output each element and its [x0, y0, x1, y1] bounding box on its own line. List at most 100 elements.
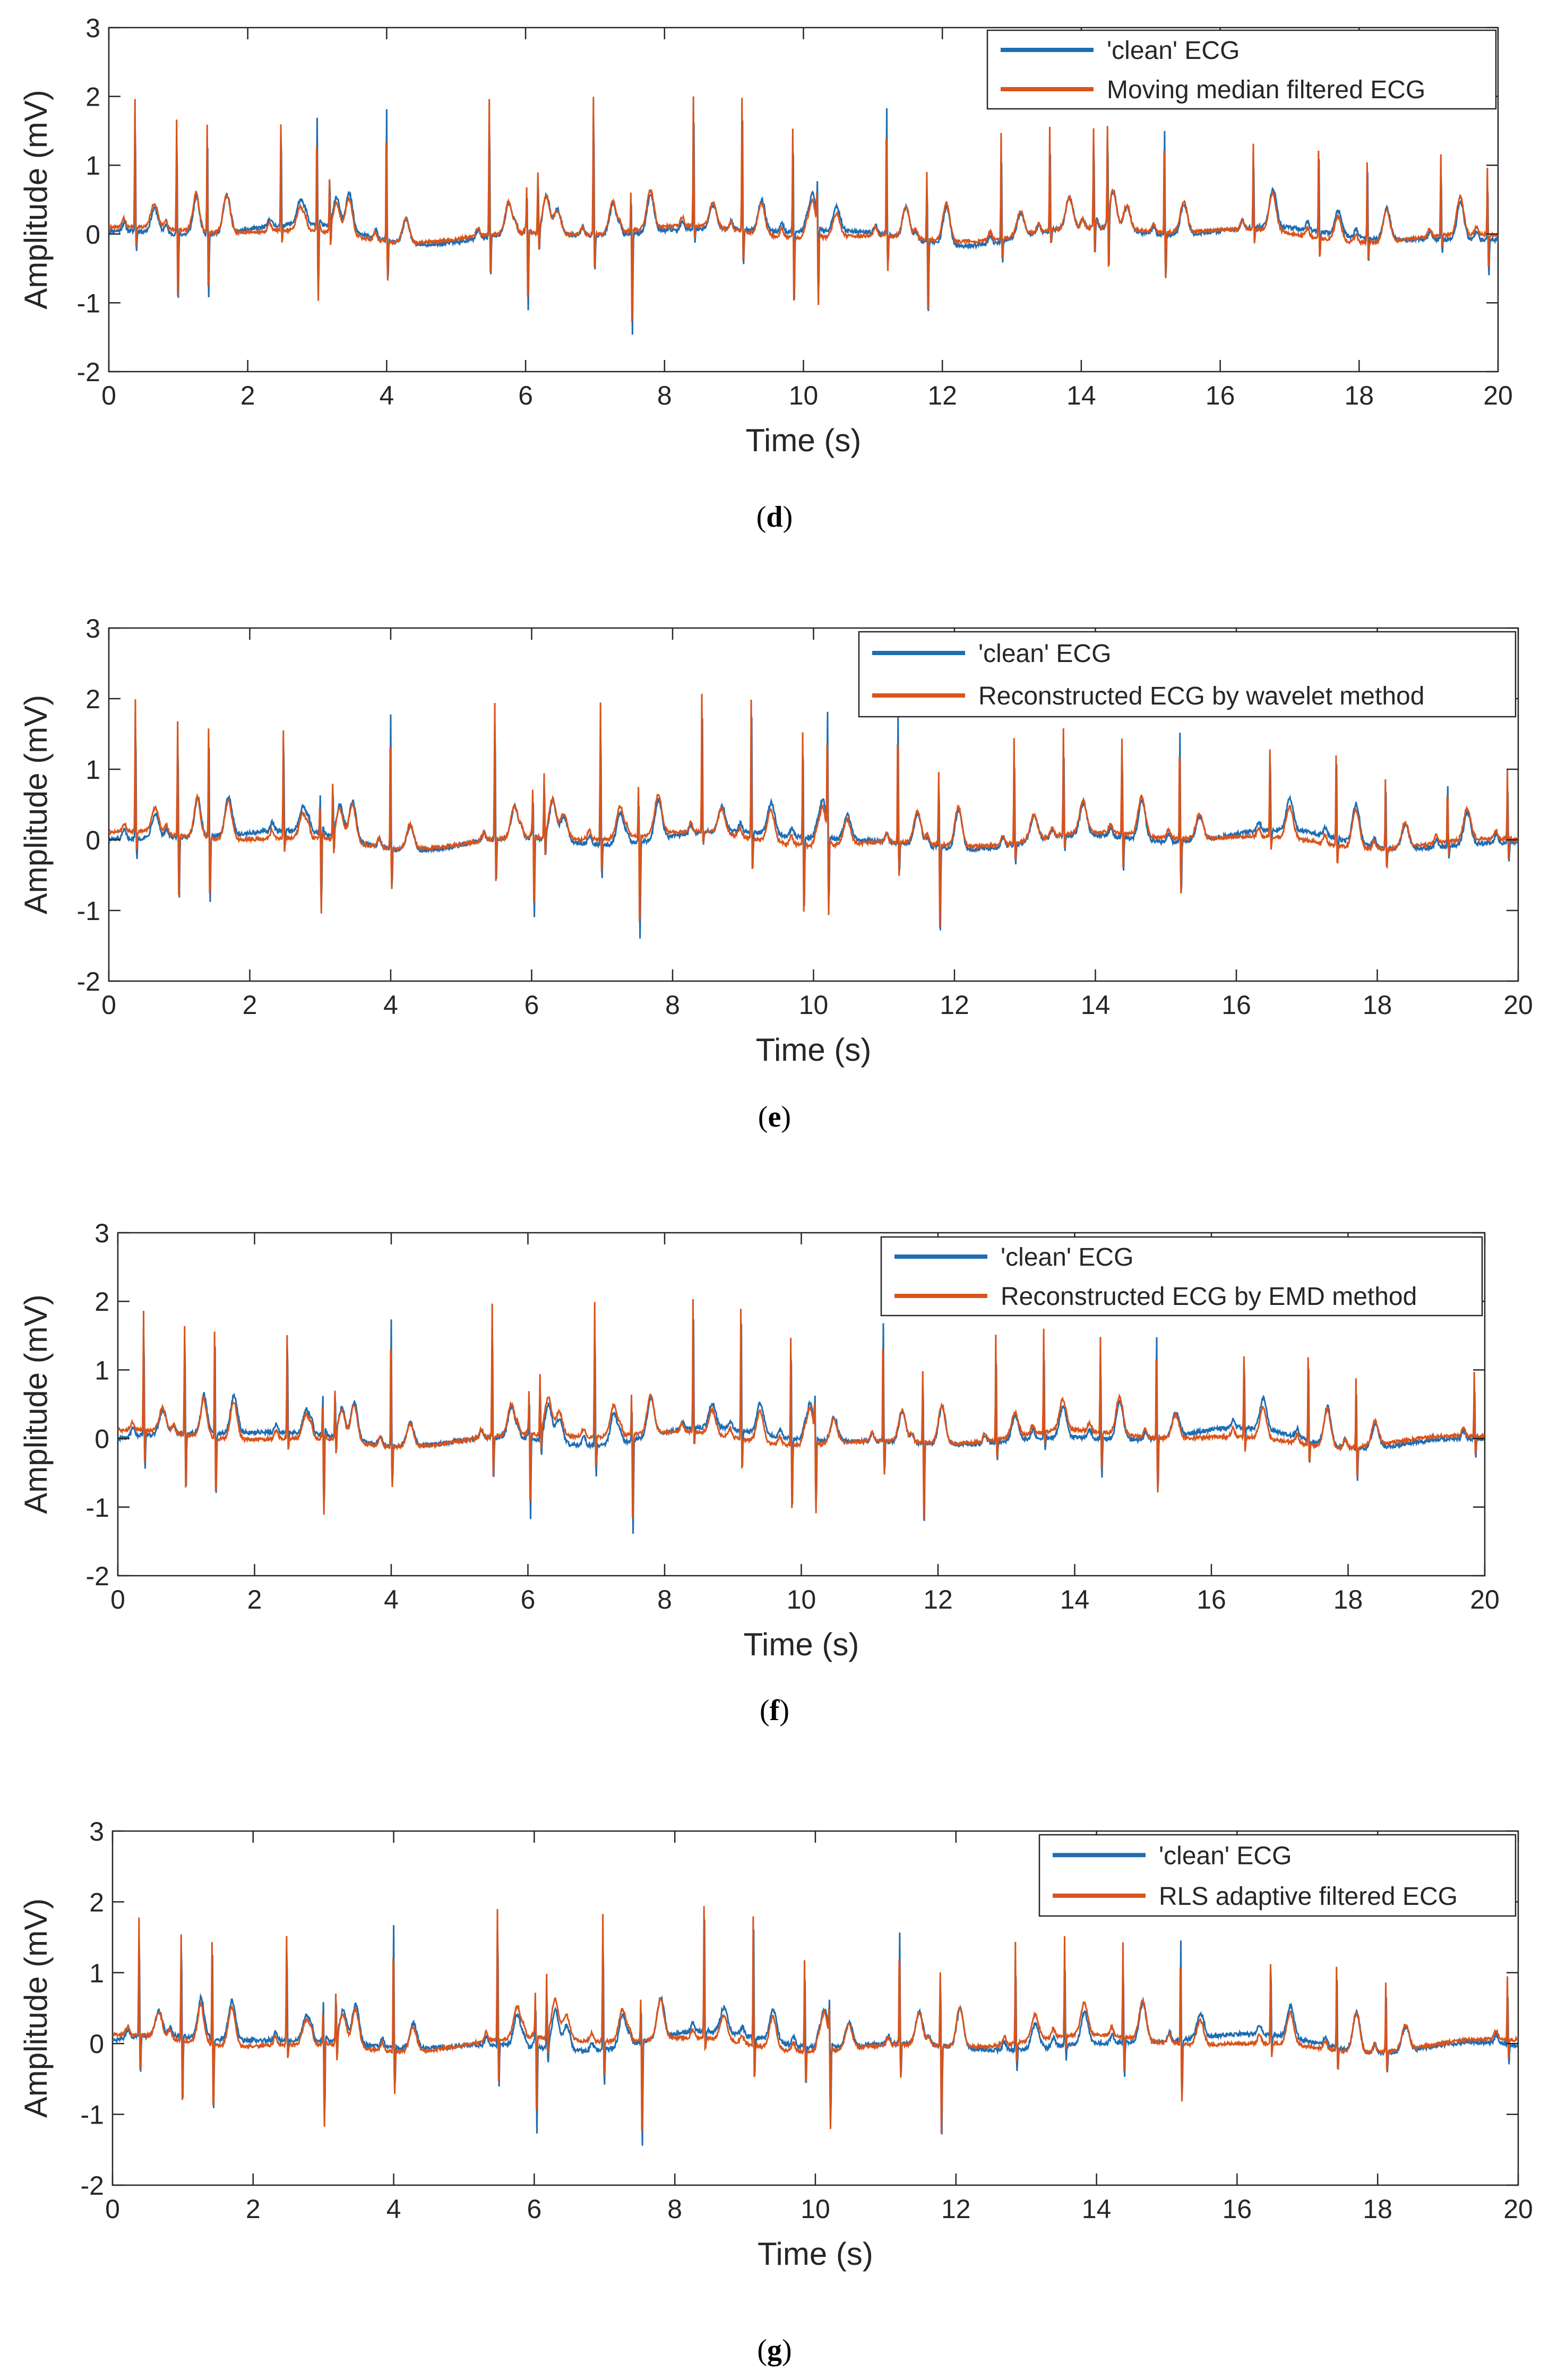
legend-label-filtered: RLS adaptive filtered ECG: [1159, 1883, 1458, 1911]
legend-box: [858, 631, 1517, 718]
legend: 'clean' ECG RLS adaptive filtered ECG: [1038, 1834, 1517, 1917]
x-tick-label: 16: [1223, 2194, 1252, 2224]
x-tick-label: 12: [923, 1585, 953, 1614]
x-tick-label: 8: [667, 2194, 682, 2224]
y-tick-label: 1: [89, 1958, 104, 1988]
legend-box: [880, 1236, 1483, 1317]
series-line-filtered-ecg: [109, 693, 1518, 928]
x-tick-label: 14: [1060, 1585, 1090, 1614]
panel-caption: (d): [756, 501, 793, 534]
x-tick-label: 2: [240, 381, 255, 410]
y-tick-label: 0: [94, 1424, 109, 1454]
series-group: [118, 1299, 1485, 1534]
y-axis-label: Amplitude (mV): [18, 1898, 54, 2118]
x-tick-label: 20: [1470, 1585, 1500, 1614]
legend-label-clean: 'clean' ECG: [1159, 1842, 1292, 1870]
x-axis-label: Time (s): [756, 1032, 872, 1068]
x-tick-label: 6: [524, 990, 539, 1020]
y-tick-label: -1: [81, 2100, 104, 2130]
y-tick-label: 3: [89, 1817, 104, 1846]
x-tick-label: 0: [101, 990, 116, 1020]
x-tick-label: 14: [1081, 990, 1111, 1020]
y-tick-label: -2: [81, 2171, 104, 2201]
y-tick-label: 3: [94, 1218, 109, 1248]
y-tick-label: -1: [86, 1493, 109, 1523]
y-axis-label: Amplitude (mV): [18, 695, 54, 914]
legend-label-clean: 'clean' ECG: [1001, 1243, 1133, 1271]
x-tick-label: 2: [246, 2194, 261, 2224]
y-axis-label: Amplitude (mV): [18, 90, 54, 309]
y-tick-label: -2: [77, 967, 100, 996]
x-tick-label: 18: [1363, 2194, 1392, 2224]
x-tick-label: 14: [1082, 2194, 1112, 2224]
x-tick-label: 14: [1066, 381, 1096, 410]
series-group: [109, 96, 1498, 335]
y-tick-label: -1: [77, 288, 100, 318]
legend-box: [986, 29, 1497, 110]
x-tick-label: 10: [789, 381, 819, 410]
x-tick-label: 20: [1503, 2194, 1533, 2224]
y-tick-label: 1: [85, 151, 100, 181]
x-tick-label: 6: [521, 1585, 536, 1614]
x-axis-label: Time (s): [746, 423, 862, 458]
legend: 'clean' ECG Moving median filtered ECG: [986, 29, 1497, 110]
x-tick-label: 8: [665, 990, 680, 1020]
y-tick-label: 2: [89, 1887, 104, 1917]
x-tick-label: 16: [1221, 990, 1251, 1020]
y-axis-label: Amplitude (mV): [18, 1294, 54, 1514]
x-tick-label: 12: [941, 2194, 971, 2224]
series-group: [113, 1906, 1518, 2146]
y-tick-label: -2: [77, 357, 100, 387]
x-tick-label: 2: [247, 1585, 262, 1614]
x-axis-label: Time (s): [758, 2236, 873, 2272]
y-tick-label: 0: [85, 826, 100, 855]
y-tick-label: 0: [89, 2029, 104, 2059]
y-tick-label: 0: [85, 220, 100, 250]
x-tick-label: 6: [527, 2194, 541, 2224]
y-tick-label: 3: [85, 13, 100, 43]
legend-label-filtered: Reconstructed ECG by wavelet method: [978, 682, 1424, 710]
panel-caption-letter: e: [768, 1101, 781, 1133]
y-tick-label: -1: [77, 896, 100, 926]
x-tick-label: 10: [787, 1585, 816, 1614]
panel-caption-letter: g: [767, 2334, 782, 2367]
series-group: [109, 693, 1518, 939]
y-tick-label: -2: [86, 1561, 109, 1591]
y-tick-label: 2: [85, 684, 100, 714]
x-tick-label: 10: [801, 2194, 830, 2224]
x-tick-label: 20: [1503, 990, 1533, 1020]
y-tick-label: 1: [94, 1355, 109, 1385]
panel-caption-letter: f: [770, 1694, 780, 1727]
legend-label-filtered: Moving median filtered ECG: [1107, 76, 1425, 104]
series-line-clean-ecg: [109, 711, 1518, 939]
x-tick-label: 8: [657, 381, 672, 410]
legend: 'clean' ECG Reconstructed ECG by wavelet …: [858, 631, 1517, 718]
legend: 'clean' ECG Reconstructed ECG by EMD meth…: [880, 1236, 1483, 1317]
panel-caption: (g): [757, 2334, 791, 2367]
x-tick-label: 0: [101, 381, 116, 410]
legend-label-clean: 'clean' ECG: [978, 640, 1111, 668]
y-tick-label: 3: [85, 614, 100, 643]
x-tick-label: 8: [657, 1585, 672, 1614]
panel-caption: (f): [760, 1694, 789, 1727]
x-tick-label: 4: [379, 381, 394, 410]
x-tick-label: 20: [1483, 381, 1513, 410]
x-tick-label: 16: [1206, 381, 1235, 410]
legend-label-filtered: Reconstructed ECG by EMD method: [1001, 1283, 1417, 1311]
series-line-filtered-ecg: [113, 1906, 1518, 2134]
legend-label-clean: 'clean' ECG: [1107, 37, 1240, 65]
x-tick-label: 16: [1197, 1585, 1226, 1614]
x-tick-label: 18: [1333, 1585, 1363, 1614]
x-axis-label: Time (s): [744, 1627, 859, 1662]
legend-box: [1038, 1834, 1517, 1917]
x-tick-label: 2: [243, 990, 257, 1020]
series-line-filtered-ecg: [109, 96, 1498, 322]
y-tick-label: 2: [85, 82, 100, 112]
x-tick-label: 4: [386, 2194, 401, 2224]
panel-caption: (e): [758, 1101, 791, 1133]
y-tick-label: 1: [85, 755, 100, 785]
